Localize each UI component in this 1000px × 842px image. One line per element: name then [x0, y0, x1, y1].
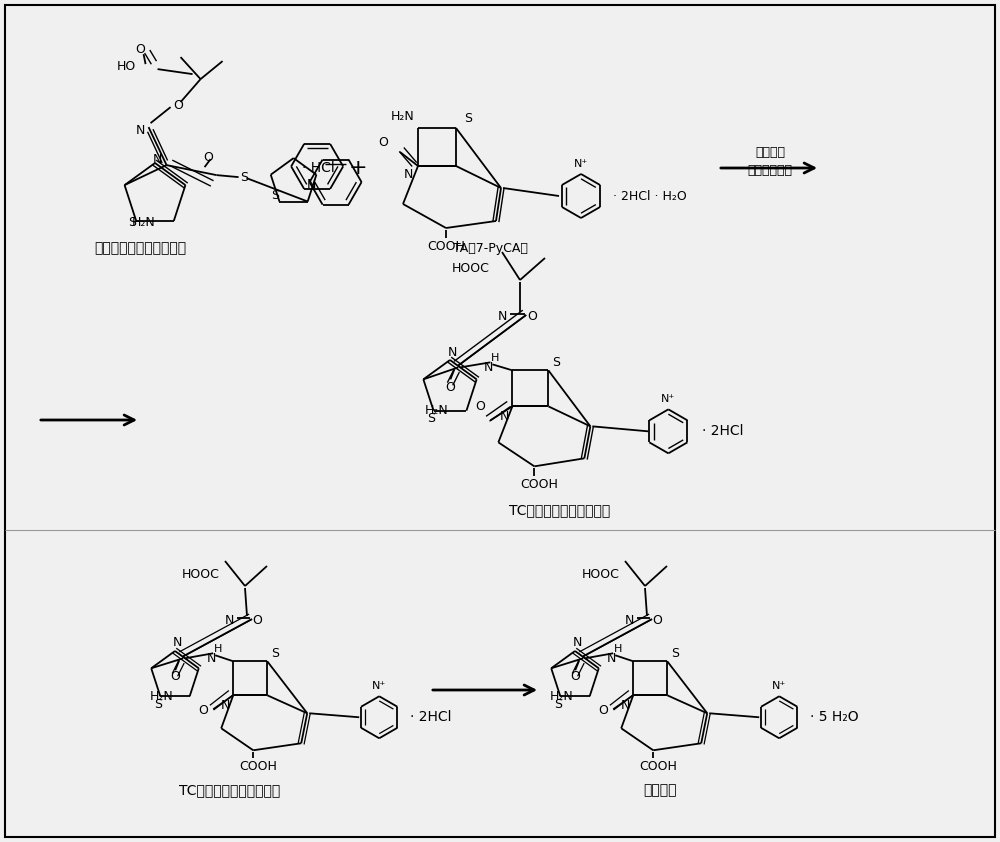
- Text: N: N: [136, 124, 145, 136]
- Text: O: O: [174, 99, 184, 112]
- Text: COOH: COOH: [639, 759, 677, 773]
- Text: S: S: [554, 698, 562, 711]
- Text: N: N: [500, 410, 509, 423]
- Text: O: O: [652, 614, 662, 626]
- Text: O: O: [252, 614, 262, 626]
- Text: N: N: [221, 699, 230, 711]
- Text: +: +: [349, 158, 367, 178]
- Text: N: N: [621, 699, 630, 711]
- Text: S: S: [271, 647, 279, 660]
- Text: N: N: [307, 179, 316, 191]
- Text: 甲醇、三乙胺: 甲醇、三乙胺: [748, 163, 792, 177]
- Text: N: N: [404, 168, 413, 180]
- Text: H₂N: H₂N: [425, 404, 448, 417]
- Text: N: N: [172, 637, 182, 649]
- Text: HOOC: HOOC: [452, 262, 490, 274]
- Text: N: N: [607, 652, 616, 665]
- Text: N: N: [152, 152, 162, 166]
- Text: HOOC: HOOC: [182, 568, 220, 580]
- Text: S: S: [552, 356, 560, 369]
- Text: 二氯甲烷: 二氯甲烷: [755, 146, 785, 158]
- Text: S: S: [128, 216, 136, 229]
- Text: TC（头孢他啶二盐酸盐）: TC（头孢他啶二盐酸盐）: [509, 503, 611, 517]
- Text: N⁺: N⁺: [574, 159, 588, 169]
- Text: S: S: [241, 171, 249, 184]
- Text: 头孢他啶: 头孢他啶: [643, 783, 677, 797]
- Text: TA（7-PyCA）: TA（7-PyCA）: [453, 242, 527, 254]
- Text: O: O: [445, 381, 455, 394]
- Text: O: O: [136, 43, 146, 56]
- Text: N: N: [624, 614, 634, 626]
- Text: S: S: [154, 698, 162, 711]
- Text: N: N: [224, 614, 234, 626]
- Text: O: O: [204, 151, 214, 163]
- Text: · HCl: · HCl: [302, 161, 335, 175]
- Text: HO: HO: [116, 60, 136, 72]
- Text: · 5 H₂O: · 5 H₂O: [810, 711, 859, 724]
- Text: 改造后的头孢他啶活性酯: 改造后的头孢他啶活性酯: [94, 241, 186, 255]
- Text: HOOC: HOOC: [582, 568, 620, 580]
- Text: · 2HCl · H₂O: · 2HCl · H₂O: [613, 189, 687, 202]
- Text: N: N: [572, 637, 582, 649]
- Text: N⁺: N⁺: [772, 681, 786, 691]
- Text: N: N: [207, 652, 216, 665]
- Text: COOH: COOH: [239, 759, 277, 773]
- Text: H: H: [491, 354, 500, 364]
- Text: O: O: [378, 136, 388, 148]
- Text: H₂N: H₂N: [390, 109, 414, 122]
- Text: COOH: COOH: [427, 239, 465, 253]
- Text: O: O: [198, 704, 208, 717]
- Text: · 2HCl: · 2HCl: [702, 424, 744, 439]
- Text: S: S: [271, 189, 279, 202]
- Text: O: O: [598, 704, 608, 717]
- Text: O: O: [475, 400, 485, 413]
- Text: N: N: [497, 311, 507, 323]
- Text: O: O: [527, 311, 537, 323]
- Text: H₂N: H₂N: [132, 216, 156, 229]
- Text: O: O: [170, 669, 180, 683]
- Text: COOH: COOH: [520, 478, 558, 491]
- Text: S: S: [428, 412, 436, 425]
- Text: S: S: [464, 111, 472, 125]
- Text: TC（头孢他啶二盐酸盐）: TC（头孢他啶二盐酸盐）: [179, 783, 281, 797]
- Text: S: S: [671, 647, 679, 660]
- Text: N⁺: N⁺: [661, 394, 675, 404]
- Text: H₂N: H₂N: [150, 690, 174, 703]
- Text: H: H: [214, 644, 222, 654]
- Text: N⁺: N⁺: [372, 681, 386, 691]
- Text: N: N: [447, 345, 457, 359]
- Text: · 2HCl: · 2HCl: [410, 711, 452, 724]
- Text: O: O: [570, 669, 580, 683]
- Text: H₂N: H₂N: [550, 690, 574, 703]
- Text: N: N: [484, 361, 493, 374]
- Text: H: H: [614, 644, 622, 654]
